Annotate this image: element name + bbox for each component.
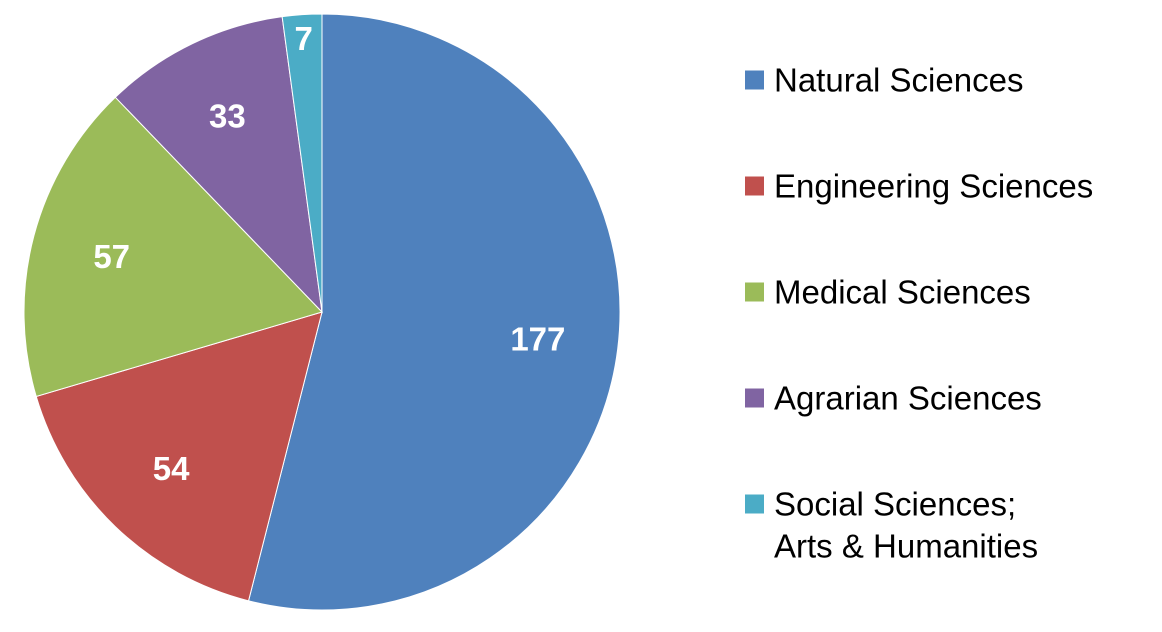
- legend-swatch-engineering-sciences: [745, 176, 764, 196]
- pie-slice-engineering-sciences: [35, 311, 323, 602]
- pie-slice-agrarian-sciences: [114, 16, 323, 314]
- legend: Natural Sciences Engineering Sciences Medi…: [745, 62, 1093, 565]
- pie-slice-natural-sciences: [247, 13, 621, 611]
- pie-slice-social-sciences-arts-humanities: [281, 13, 323, 313]
- legend-label-agrarian-sciences: Agrarian Sciences: [774, 380, 1042, 417]
- data-label-social-sciences-arts-humanities: 7: [294, 20, 312, 57]
- data-label-engineering-sciences: 54: [153, 450, 190, 487]
- legend-label-engineering-sciences: Engineering Sciences: [774, 168, 1093, 205]
- pie-slices: [23, 13, 621, 611]
- pie-slice-medical-sciences: [23, 96, 323, 398]
- legend-swatch-social-sciences-arts-humanities: [745, 494, 764, 514]
- data-label-medical-sciences: 57: [93, 238, 130, 275]
- data-label-natural-sciences: 177: [510, 321, 565, 358]
- data-label-agrarian-sciences: 33: [209, 98, 246, 135]
- legend-item-medical-sciences: Medical Sciences: [745, 274, 1031, 311]
- legend-label-natural-sciences: Natural Sciences: [774, 62, 1023, 99]
- legend-item-agrarian-sciences: Agrarian Sciences: [745, 380, 1042, 417]
- legend-item-social-sciences-arts-humanities: Social Sciences; Arts & Humanities: [745, 486, 1038, 565]
- legend-label-social-sciences-arts-humanities: Social Sciences; Arts & Humanities: [774, 486, 1038, 565]
- pie-data-labels: 177 54 57 33 7: [93, 20, 565, 487]
- legend-swatch-agrarian-sciences: [745, 388, 764, 408]
- legend-swatch-medical-sciences: [745, 282, 764, 302]
- legend-swatch-natural-sciences: [745, 70, 764, 90]
- legend-label-medical-sciences: Medical Sciences: [774, 274, 1031, 311]
- legend-item-engineering-sciences: Engineering Sciences: [745, 168, 1093, 205]
- legend-item-natural-sciences: Natural Sciences: [745, 62, 1023, 99]
